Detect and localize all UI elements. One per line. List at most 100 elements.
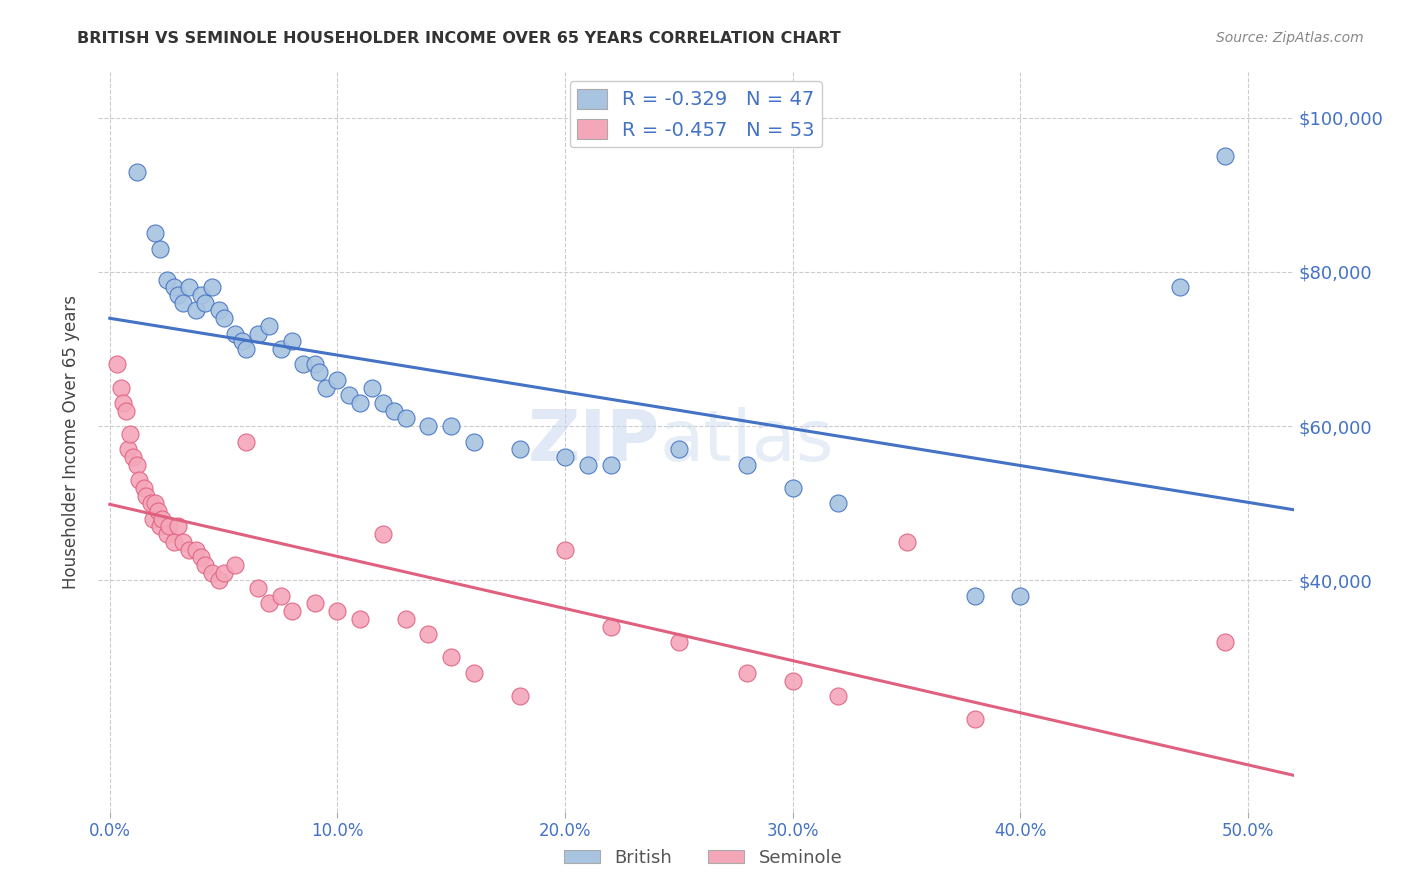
Point <box>782 673 804 688</box>
Point <box>162 534 184 549</box>
Point <box>114 403 136 417</box>
Point <box>246 581 269 595</box>
Point <box>308 365 330 379</box>
Point <box>827 496 849 510</box>
Point <box>395 411 418 425</box>
Point <box>139 496 162 510</box>
Point <box>782 481 804 495</box>
Point <box>270 342 292 356</box>
Point <box>212 566 235 580</box>
Point <box>194 558 217 572</box>
Point <box>326 373 349 387</box>
Point <box>146 504 169 518</box>
Point <box>281 604 304 618</box>
Point <box>735 665 758 680</box>
Point <box>1168 280 1191 294</box>
Point <box>172 295 194 310</box>
Point <box>117 442 139 457</box>
Point <box>371 527 394 541</box>
Point <box>257 597 280 611</box>
Point <box>235 342 257 356</box>
Point <box>132 481 155 495</box>
Point <box>281 334 304 349</box>
Point <box>201 280 224 294</box>
Text: atlas: atlas <box>661 407 835 476</box>
Point <box>120 426 142 441</box>
Point <box>194 295 217 310</box>
Point <box>167 288 190 302</box>
Point <box>110 380 132 394</box>
Point <box>463 434 485 449</box>
Point <box>735 458 758 472</box>
Point <box>231 334 253 349</box>
Point <box>418 627 440 641</box>
Point <box>156 527 179 541</box>
Point <box>149 242 172 256</box>
Point <box>371 396 394 410</box>
Point <box>179 542 201 557</box>
Point <box>1213 149 1236 163</box>
Point <box>315 380 337 394</box>
Point <box>360 380 382 394</box>
Point <box>201 566 224 580</box>
Y-axis label: Householder Income Over 65 years: Householder Income Over 65 years <box>62 294 80 589</box>
Point <box>127 458 149 472</box>
Point <box>599 458 621 472</box>
Point <box>896 534 918 549</box>
Point <box>349 612 371 626</box>
Point <box>827 689 849 703</box>
Point <box>440 650 463 665</box>
Point <box>668 635 690 649</box>
Legend: R = -0.329   N = 47, R = -0.457   N = 53: R = -0.329 N = 47, R = -0.457 N = 53 <box>569 81 823 147</box>
Point <box>337 388 360 402</box>
Point <box>235 434 257 449</box>
Point <box>576 458 599 472</box>
Point <box>162 280 184 294</box>
Point <box>1010 589 1032 603</box>
Point <box>224 558 246 572</box>
Point <box>208 574 231 588</box>
Legend: British, Seminole: British, Seminole <box>557 842 849 874</box>
Point <box>121 450 143 464</box>
Point <box>349 396 371 410</box>
Point <box>150 511 173 525</box>
Text: BRITISH VS SEMINOLE HOUSEHOLDER INCOME OVER 65 YEARS CORRELATION CHART: BRITISH VS SEMINOLE HOUSEHOLDER INCOME O… <box>77 31 841 46</box>
Point <box>246 326 269 341</box>
Point <box>554 450 576 464</box>
Point <box>963 712 986 726</box>
Point <box>509 442 531 457</box>
Point <box>668 442 690 457</box>
Point <box>149 519 172 533</box>
Point <box>463 665 485 680</box>
Point <box>418 419 440 434</box>
Point <box>172 534 194 549</box>
Point <box>105 358 128 372</box>
Point <box>270 589 292 603</box>
Point <box>382 403 405 417</box>
Point <box>395 612 418 626</box>
Point <box>304 358 326 372</box>
Point <box>143 227 166 241</box>
Point <box>212 311 235 326</box>
Point <box>186 542 208 557</box>
Point <box>326 604 349 618</box>
Text: ZIP: ZIP <box>527 407 661 476</box>
Point <box>128 473 150 487</box>
Point <box>509 689 531 703</box>
Point <box>599 620 621 634</box>
Point <box>190 550 212 565</box>
Point <box>208 303 231 318</box>
Point <box>143 496 166 510</box>
Point <box>963 589 986 603</box>
Point <box>292 358 315 372</box>
Point <box>135 489 157 503</box>
Point <box>179 280 201 294</box>
Point <box>142 511 165 525</box>
Point <box>112 396 135 410</box>
Point <box>186 303 208 318</box>
Point <box>304 597 326 611</box>
Point <box>554 542 576 557</box>
Point <box>167 519 190 533</box>
Point <box>190 288 212 302</box>
Text: Source: ZipAtlas.com: Source: ZipAtlas.com <box>1216 31 1364 45</box>
